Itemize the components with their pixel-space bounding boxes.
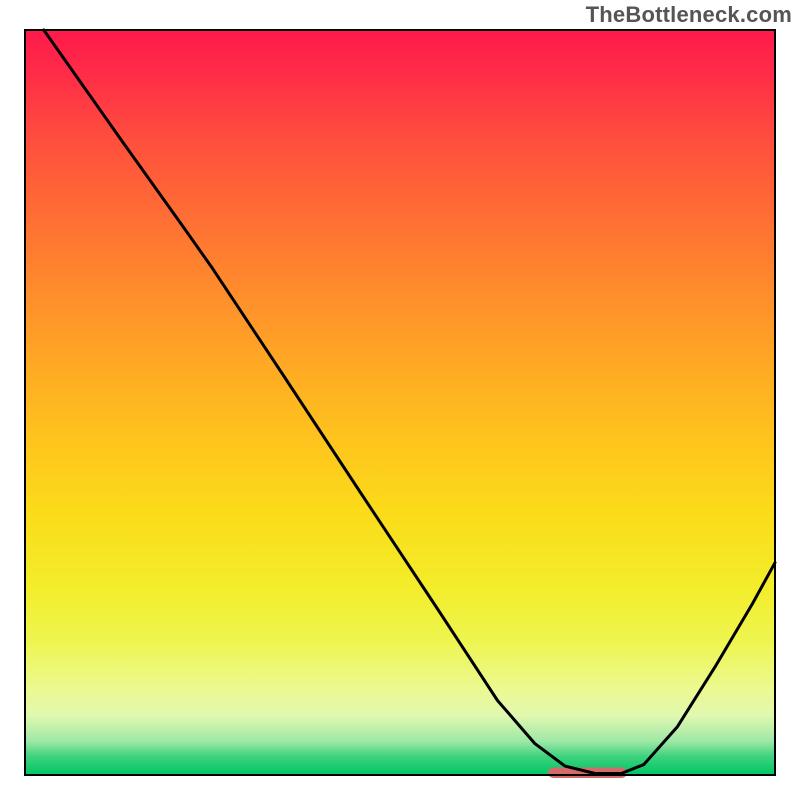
- bottleneck-chart: [0, 0, 800, 800]
- chart-container: TheBottleneck.com: [0, 0, 800, 800]
- gradient-plot-bg: [25, 30, 775, 775]
- watermark-text: TheBottleneck.com: [586, 2, 792, 28]
